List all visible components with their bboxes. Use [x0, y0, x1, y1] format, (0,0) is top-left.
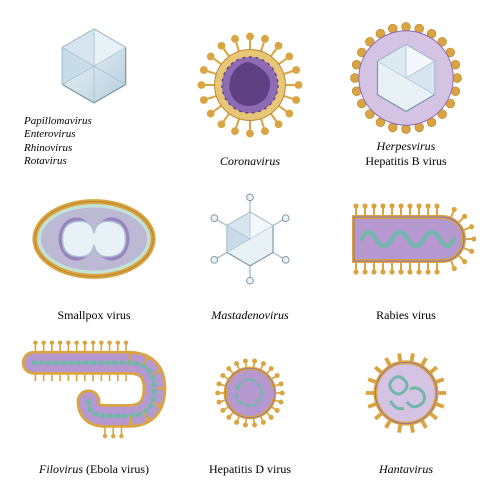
vis-mastadeno — [174, 172, 326, 306]
cell-smallpox: Smallpox virus — [18, 172, 170, 322]
vis-papilloma — [18, 18, 170, 113]
vis-rabies — [330, 172, 482, 306]
label-corona: Coronavirus — [220, 152, 280, 168]
label-hanta: Hantavirus — [379, 460, 433, 476]
filo-paren: (Ebola virus) — [86, 462, 149, 476]
vis-hanta — [330, 326, 482, 460]
label-smallpox: Smallpox virus — [57, 306, 130, 322]
label-hepd: Hepatitis D virus — [209, 460, 291, 476]
label-rabies: Rabies virus — [376, 306, 436, 322]
cell-rabies: Rabies virus — [330, 172, 482, 322]
cell-hepd: Hepatitis D virus — [174, 326, 326, 476]
vis-corona — [174, 18, 326, 152]
cell-filo: Filovirus (Ebola virus) — [18, 326, 170, 476]
virus-grid: Papillomavirus Enterovirus Rhinovirus Ro… — [0, 0, 500, 500]
vis-smallpox — [18, 172, 170, 306]
cell-mastadeno: Mastadenovirus — [174, 172, 326, 322]
virus-poster: Papillomavirus Enterovirus Rhinovirus Ro… — [0, 0, 500, 500]
vis-hepd — [174, 326, 326, 460]
cell-hanta: Hantavirus — [330, 326, 482, 476]
cell-corona: Coronavirus — [174, 18, 326, 168]
vis-filo — [18, 326, 170, 460]
cell-papilloma: Papillomavirus Enterovirus Rhinovirus Ro… — [18, 18, 170, 168]
label-mastadeno: Mastadenovirus — [211, 306, 288, 322]
label-herpes: Herpesvirus Hepatitis B virus — [365, 137, 446, 168]
label-filo: Filovirus (Ebola virus) — [39, 460, 149, 476]
vis-herpes — [330, 18, 482, 137]
label-papilloma: Papillomavirus Enterovirus Rhinovirus Ro… — [18, 113, 92, 168]
cell-herpes: Herpesvirus Hepatitis B virus — [330, 18, 482, 168]
